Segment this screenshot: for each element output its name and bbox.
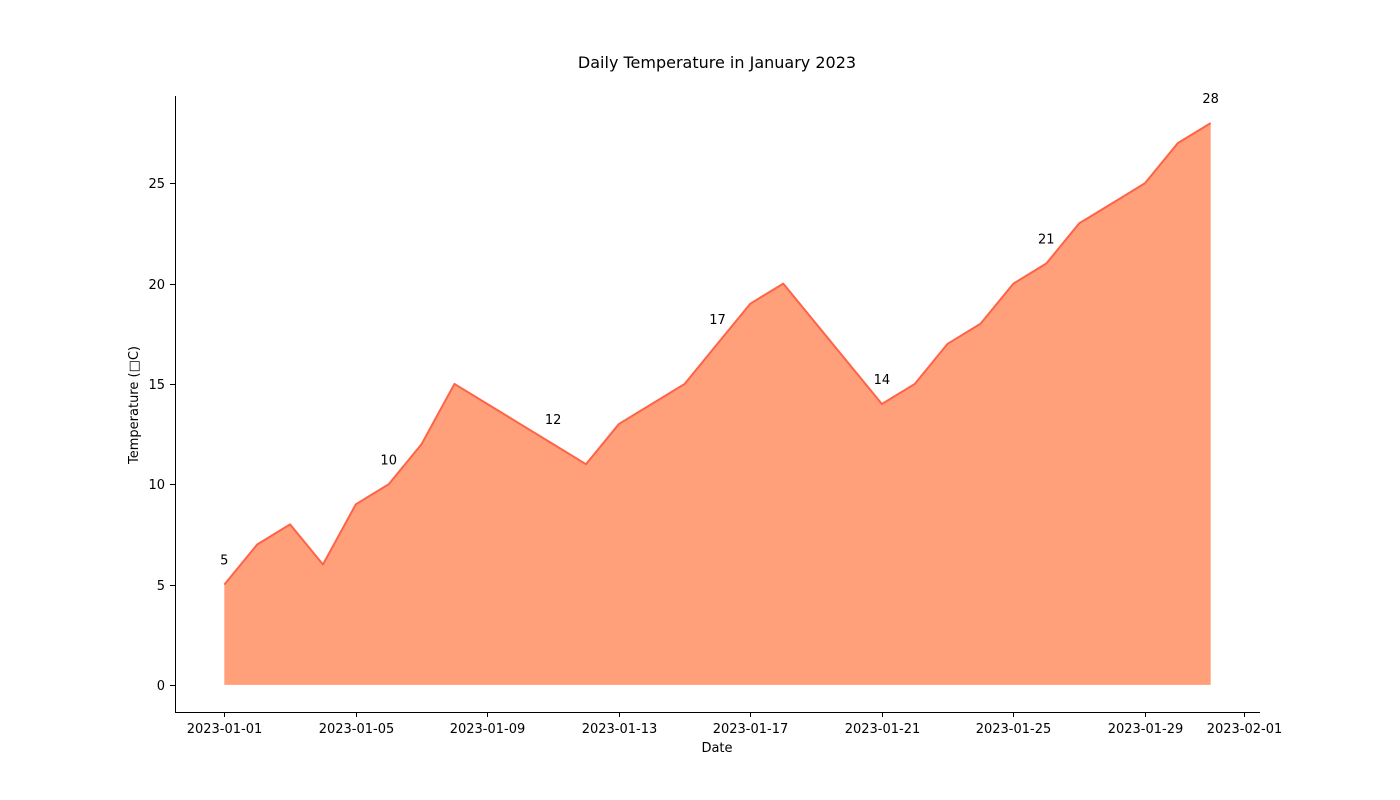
y-tick-label: 5	[157, 579, 165, 594]
x-tick-label: 2023-02-01	[1207, 722, 1283, 737]
y-tick-label: 0	[157, 679, 165, 694]
area-layer	[223, 122, 1212, 685]
area-fill	[224, 123, 1211, 685]
data-label: 10	[380, 453, 397, 468]
data-label: 21	[1038, 233, 1055, 248]
x-tick-label: 2023-01-25	[976, 722, 1052, 737]
x-axis-label: Date	[701, 741, 732, 756]
axes	[175, 96, 1260, 713]
data-annotations: 5 10 12 17 14 21 28	[220, 92, 1219, 569]
y-tick-label: 10	[148, 478, 165, 493]
data-label: 12	[545, 413, 562, 428]
x-axis-ticks: 2023-01-01 2023-01-05 2023-01-09 2023-01-13…	[187, 712, 1283, 737]
y-axis-label: Temperature (□C)	[127, 346, 142, 465]
x-tick-label: 2023-01-09	[450, 722, 526, 737]
x-tick-label: 2023-01-17	[713, 722, 789, 737]
x-tick-label: 2023-01-01	[187, 722, 263, 737]
x-tick-label: 2023-01-05	[319, 722, 395, 737]
x-tick-label: 2023-01-21	[845, 722, 921, 737]
data-label: 14	[874, 373, 891, 388]
y-tick-label: 20	[148, 278, 165, 293]
data-label: 17	[709, 313, 726, 328]
x-tick-label: 2023-01-29	[1108, 722, 1184, 737]
y-tick-label: 15	[148, 378, 165, 393]
series-line	[223, 122, 1212, 586]
y-axis-ticks: 0 5 10 15 20 25	[148, 177, 175, 694]
data-label: 5	[220, 554, 228, 569]
y-tick-label: 25	[148, 177, 165, 192]
chart-title: Daily Temperature in January 2023	[578, 53, 856, 72]
data-label: 28	[1202, 92, 1219, 107]
x-tick-label: 2023-01-13	[582, 722, 658, 737]
